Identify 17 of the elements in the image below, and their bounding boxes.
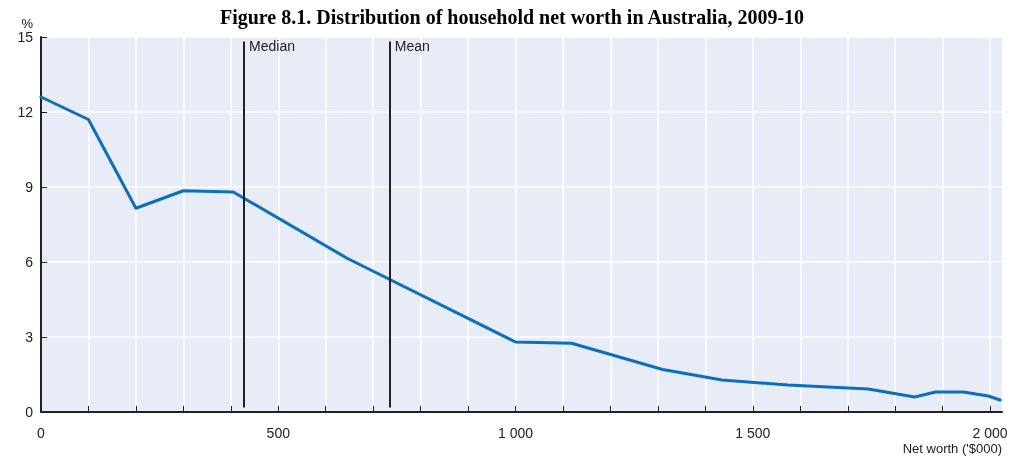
y-tick-label: 15 [17, 29, 34, 45]
y-tick-label: 9 [25, 179, 34, 195]
ref-line-label: Mean [394, 38, 430, 54]
x-tick-label: 0 [37, 425, 46, 441]
y-axis-title: % [21, 16, 34, 32]
x-tick-label: 2 000 [972, 425, 1008, 441]
x-tick-label: 500 [266, 425, 291, 441]
line-series [39, 95, 1002, 402]
x-axis-title: Net worth ('$000) [902, 441, 1002, 456]
x-tick-label: 1 500 [735, 425, 771, 441]
x-tick-label: 1 000 [498, 425, 534, 441]
y-tick-label: 3 [25, 329, 34, 345]
y-tick-label: 0 [25, 404, 34, 420]
ref-line-label: Median [249, 38, 296, 54]
chart-title: Figure 8.1. Distribution of household net worth in Australia, 2009-10 [219, 6, 805, 29]
y-tick-label: 12 [17, 104, 34, 120]
y-tick-label: 6 [25, 254, 34, 270]
